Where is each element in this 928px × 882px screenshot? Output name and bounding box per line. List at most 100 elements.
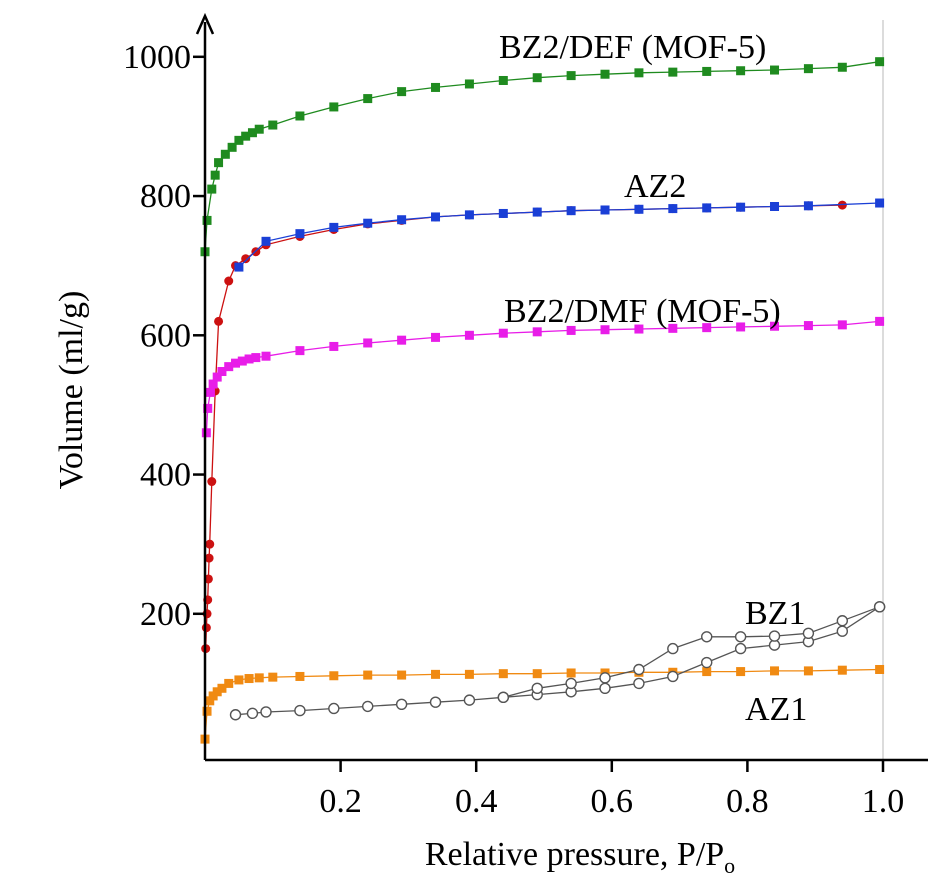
data-point [667, 642, 679, 655]
data-point [498, 208, 508, 218]
data-point [363, 218, 373, 228]
data-point [246, 707, 259, 720]
data-point [770, 202, 780, 211]
x-tick-label: 1.0 [862, 783, 905, 820]
data-point [328, 702, 340, 715]
data-point [227, 142, 237, 152]
data-point [220, 149, 230, 159]
data-point [668, 323, 678, 333]
data-point [498, 75, 508, 85]
label-bz2-def: BZ2/DEF (MOF-5) [499, 29, 766, 66]
data-point [254, 673, 264, 683]
y-axis-title: Volume (ml/g) [53, 291, 90, 490]
data-point [260, 706, 272, 718]
data-point [464, 669, 474, 679]
data-point [268, 672, 278, 682]
data-point [234, 135, 244, 145]
data-point [875, 664, 885, 674]
data-point [295, 671, 305, 681]
data-point [212, 372, 222, 382]
label-az2: AZ2 [624, 168, 686, 205]
data-point [566, 206, 576, 216]
series-3 [201, 316, 885, 438]
data-point [295, 346, 305, 356]
data-point [237, 356, 247, 366]
data-point [497, 691, 510, 704]
x-axis-title-main: Relative pressure, P/P [425, 836, 724, 873]
data-point [599, 672, 611, 684]
data-point [224, 362, 234, 372]
data-point [329, 341, 339, 351]
x-tick-label: 0.6 [591, 783, 634, 820]
data-point [395, 698, 408, 711]
data-point [207, 477, 217, 487]
data-point [837, 320, 847, 330]
data-point [803, 64, 813, 74]
data-point [803, 201, 813, 211]
data-point [201, 428, 211, 438]
data-point [736, 322, 746, 332]
data-point [634, 204, 644, 214]
data-point [768, 630, 781, 642]
data-point [295, 111, 305, 121]
data-point [837, 62, 847, 72]
y-tick-label: 200 [140, 596, 191, 633]
data-point [363, 94, 373, 104]
data-point [464, 330, 474, 340]
data-point [217, 367, 227, 377]
data-point [431, 332, 441, 342]
y-tick-label: 600 [140, 317, 191, 354]
data-point [532, 73, 542, 83]
data-point [214, 316, 224, 326]
data-point [600, 205, 610, 215]
data-point [702, 203, 712, 213]
series-line [503, 606, 880, 698]
data-point [244, 674, 254, 684]
data-point [397, 335, 407, 345]
y-axis-arrow [195, 12, 215, 35]
data-point [498, 669, 508, 679]
data-point [464, 210, 474, 220]
data-point [836, 625, 849, 637]
data-point [566, 71, 576, 81]
data-point [836, 615, 849, 627]
data-point [224, 678, 234, 688]
data-point [875, 198, 885, 208]
data-point [532, 327, 542, 337]
data-point [668, 67, 678, 77]
data-point [210, 170, 220, 180]
data-point [251, 353, 261, 363]
data-point [329, 102, 339, 112]
data-point [202, 706, 212, 716]
data-point [362, 700, 374, 713]
data-point [363, 338, 373, 348]
data-point [261, 351, 271, 361]
data-point [214, 158, 224, 168]
data-point [201, 623, 211, 633]
data-point [397, 87, 407, 97]
data-point [770, 321, 780, 331]
data-point [736, 202, 746, 212]
data-point [875, 57, 885, 67]
data-point [217, 683, 227, 693]
data-point [837, 665, 847, 675]
data-point [668, 204, 678, 214]
series-4 [200, 664, 885, 744]
data-point [770, 666, 780, 676]
data-point [329, 671, 339, 681]
data-point [241, 131, 251, 141]
label-bz1: BZ1 [745, 595, 805, 632]
data-point [295, 229, 305, 239]
data-point [363, 670, 373, 680]
data-point [531, 682, 543, 694]
data-point [667, 670, 679, 683]
data-point [736, 667, 746, 677]
data-point [599, 682, 611, 694]
data-point [701, 631, 713, 643]
data-point [498, 328, 508, 338]
data-point [231, 358, 241, 368]
data-point [205, 539, 215, 549]
x-axis-title: Relative pressure, P/Po [425, 836, 735, 878]
data-point [600, 69, 610, 79]
